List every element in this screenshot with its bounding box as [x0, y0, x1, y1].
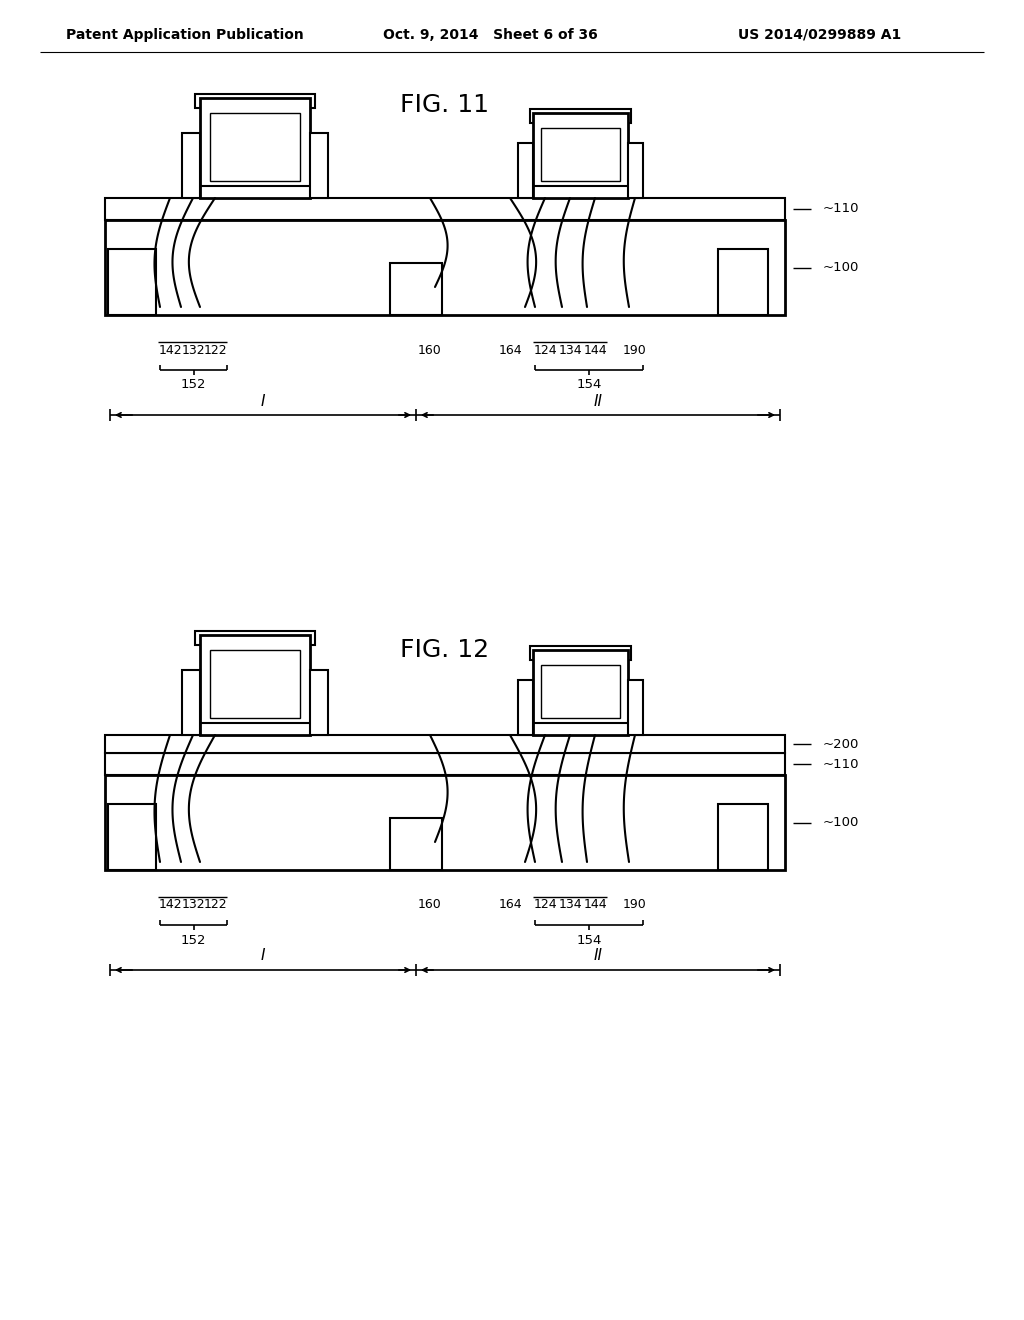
Text: II: II	[594, 949, 602, 964]
Bar	[517, 680, 532, 735]
Text: 122: 122	[203, 343, 226, 356]
Text: Oct. 9, 2014   Sheet 6 of 36: Oct. 9, 2014 Sheet 6 of 36	[383, 28, 597, 42]
Bar	[200, 635, 310, 735]
Text: 142: 142	[158, 343, 182, 356]
Text: 164: 164	[499, 899, 522, 912]
Bar	[517, 143, 532, 198]
Bar	[390, 818, 442, 870]
Text: FIG. 12: FIG. 12	[400, 638, 489, 663]
Text: II: II	[594, 393, 602, 408]
Bar	[532, 649, 628, 735]
Text: I: I	[261, 949, 265, 964]
Bar	[195, 94, 315, 108]
Text: ~110: ~110	[823, 758, 859, 771]
Bar	[182, 133, 200, 198]
Bar	[108, 249, 156, 315]
Bar	[105, 752, 785, 775]
Text: 152: 152	[181, 379, 206, 392]
Bar	[105, 775, 785, 870]
Bar	[105, 735, 785, 752]
Text: ~110: ~110	[823, 202, 859, 215]
Text: 190: 190	[624, 343, 647, 356]
Bar	[541, 128, 620, 181]
Bar	[529, 110, 631, 123]
Text: ~100: ~100	[823, 261, 859, 275]
Bar	[390, 263, 442, 315]
Text: 142: 142	[158, 899, 182, 912]
Text: US 2014/0299889 A1: US 2014/0299889 A1	[738, 28, 901, 42]
Bar	[210, 114, 300, 181]
Bar	[718, 804, 768, 870]
Text: 164: 164	[499, 343, 522, 356]
Bar	[718, 249, 768, 315]
Text: 122: 122	[203, 899, 226, 912]
Text: ~200: ~200	[823, 738, 859, 751]
Bar	[182, 671, 200, 735]
Bar	[105, 220, 785, 315]
Bar	[200, 98, 310, 198]
Bar	[310, 671, 328, 735]
Text: ~100: ~100	[823, 816, 859, 829]
Bar	[108, 804, 156, 870]
Bar	[195, 631, 315, 645]
Text: 134: 134	[558, 343, 582, 356]
Bar	[532, 114, 628, 198]
Text: 132: 132	[181, 899, 205, 912]
Text: I: I	[261, 393, 265, 408]
Text: 134: 134	[558, 899, 582, 912]
Text: 132: 132	[181, 343, 205, 356]
Bar	[541, 665, 620, 718]
Text: 152: 152	[181, 933, 206, 946]
Text: 160: 160	[418, 899, 442, 912]
Bar	[310, 133, 328, 198]
Text: 190: 190	[624, 899, 647, 912]
Text: Patent Application Publication: Patent Application Publication	[67, 28, 304, 42]
Text: 160: 160	[418, 343, 442, 356]
Text: 144: 144	[584, 899, 607, 912]
Text: 124: 124	[534, 899, 557, 912]
Text: FIG. 11: FIG. 11	[400, 92, 489, 117]
Bar	[210, 649, 300, 718]
Bar	[628, 143, 642, 198]
Text: 154: 154	[577, 933, 602, 946]
Text: 124: 124	[534, 343, 557, 356]
Text: 144: 144	[584, 343, 607, 356]
Bar	[105, 198, 785, 220]
Text: 154: 154	[577, 379, 602, 392]
Bar	[628, 680, 642, 735]
Bar	[529, 645, 631, 660]
